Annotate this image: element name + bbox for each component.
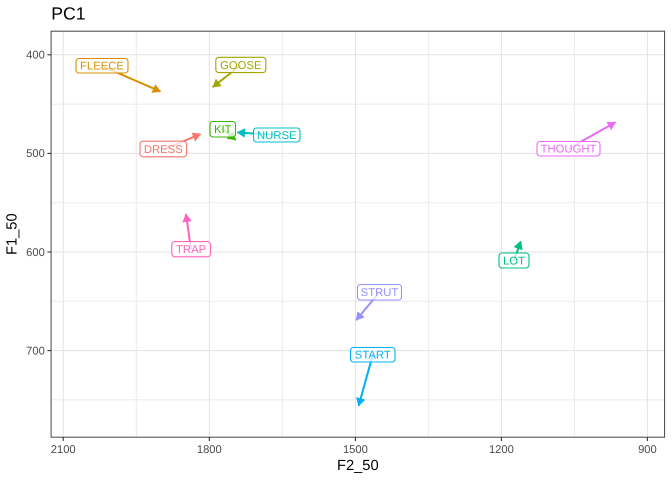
svg-text:400: 400 bbox=[26, 50, 45, 62]
svg-text:F1_50: F1_50 bbox=[5, 213, 21, 255]
svg-text:2100: 2100 bbox=[51, 444, 76, 456]
svg-text:1200: 1200 bbox=[489, 444, 514, 456]
svg-text:1800: 1800 bbox=[197, 444, 222, 456]
svg-text:GOOSE: GOOSE bbox=[220, 60, 262, 72]
svg-text:500: 500 bbox=[26, 148, 45, 160]
svg-text:1500: 1500 bbox=[343, 444, 368, 456]
svg-text:PC1: PC1 bbox=[51, 4, 85, 24]
svg-text:DRESS: DRESS bbox=[144, 144, 183, 156]
svg-text:LOT: LOT bbox=[503, 255, 525, 267]
svg-text:600: 600 bbox=[26, 247, 45, 259]
svg-text:FLEECE: FLEECE bbox=[80, 61, 124, 73]
svg-text:900: 900 bbox=[638, 444, 657, 456]
svg-text:700: 700 bbox=[26, 345, 45, 357]
svg-text:START: START bbox=[355, 350, 391, 362]
svg-text:KIT: KIT bbox=[214, 124, 232, 136]
svg-text:F2_50: F2_50 bbox=[337, 458, 379, 474]
svg-text:THOUGHT: THOUGHT bbox=[541, 144, 597, 156]
svg-text:STRUT: STRUT bbox=[361, 287, 399, 299]
svg-text:TRAP: TRAP bbox=[176, 244, 206, 256]
svg-text:NURSE: NURSE bbox=[257, 130, 297, 142]
